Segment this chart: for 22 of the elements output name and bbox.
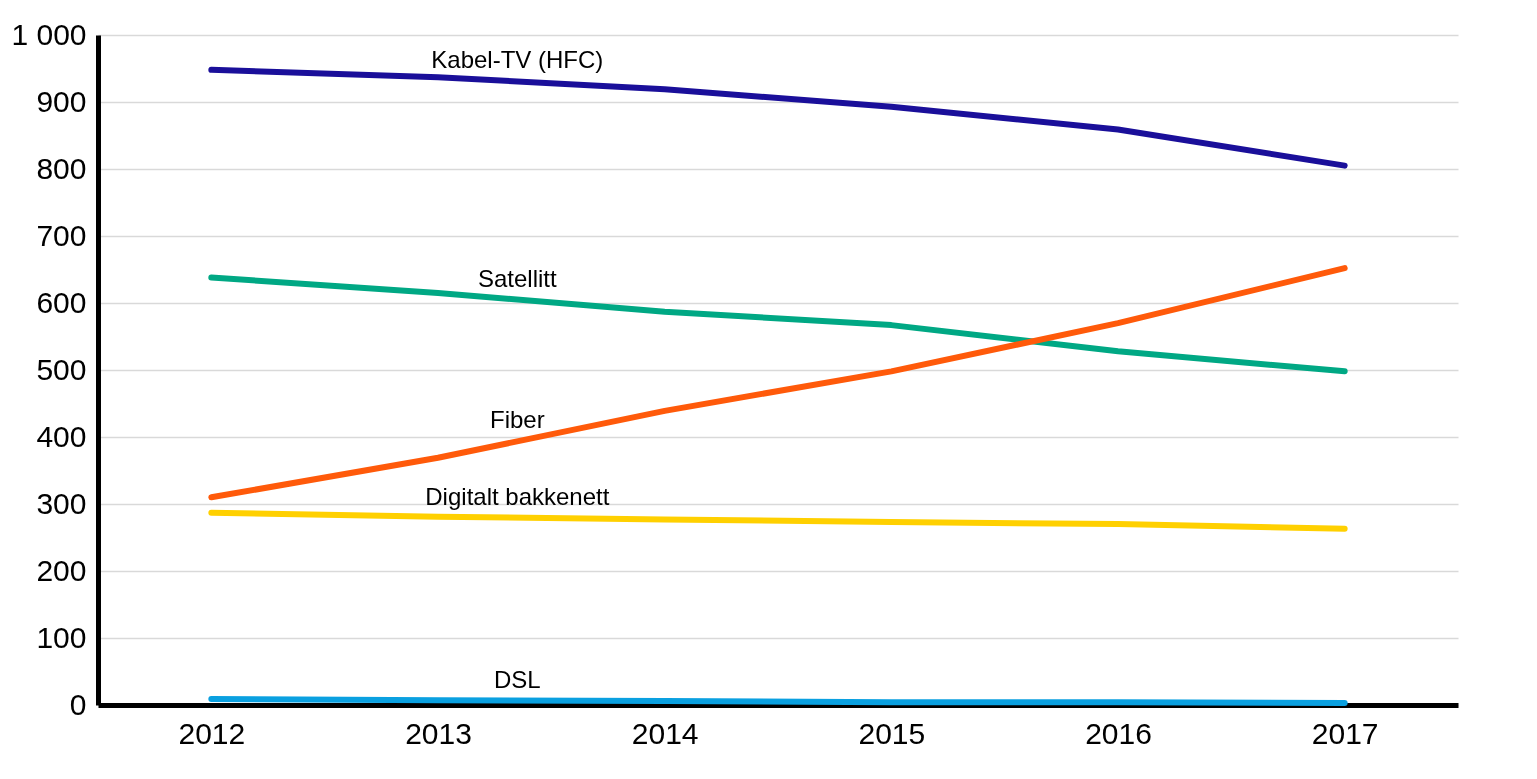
y-tick-label: 800 [36,151,87,185]
y-tick-label: 600 [36,285,87,319]
y-tick-label: 200 [36,553,87,587]
y-tick-label: 0 [69,687,87,721]
x-tick-label: 2014 [631,716,699,750]
y-tick-label: 900 [36,84,87,118]
series-label: Satellitt [477,264,558,292]
x-tick-label: 2017 [1311,716,1379,750]
y-tick-label: 1 000 [11,17,87,51]
y-tick-label: 100 [36,620,87,654]
series-label: DSL [493,665,541,693]
y-tick-label: 500 [36,352,87,386]
x-tick-label: 2012 [178,716,246,750]
x-tick-label: 2015 [858,716,926,750]
x-tick-label: 2013 [405,716,472,750]
y-tick-label: 400 [36,419,87,453]
series-label: Kabel-TV (HFC) [431,46,604,74]
series-label: Digitalt bakkenett [425,482,610,510]
y-tick-label: 700 [36,218,87,252]
x-tick-label: 2016 [1085,716,1152,750]
y-tick-label: 300 [36,486,87,520]
series-label: Fiber [489,406,545,434]
